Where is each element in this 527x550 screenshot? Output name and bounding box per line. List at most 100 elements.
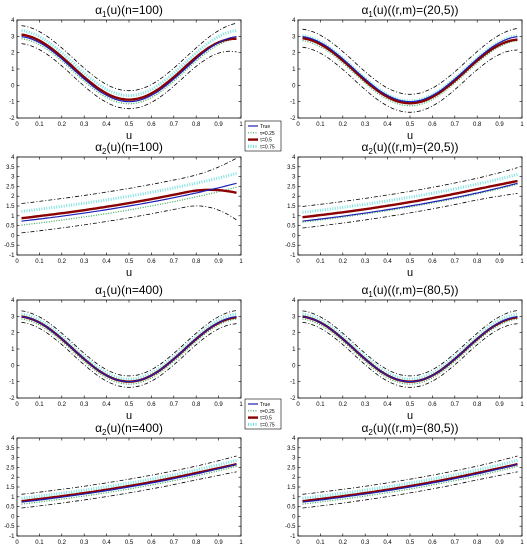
x-tick-label: 0.6 bbox=[428, 402, 437, 408]
x-tick-label: 0.3 bbox=[80, 540, 89, 546]
y-tick-label: 4 bbox=[11, 155, 15, 161]
x-tick-label: 1 bbox=[520, 259, 524, 265]
series-true-line bbox=[302, 182, 518, 222]
y-tick-label: 0 bbox=[292, 83, 296, 89]
y-tick-label: -0.5 bbox=[4, 524, 15, 530]
x-tick-label: 0.7 bbox=[451, 259, 460, 265]
y-tick-label: -1 bbox=[290, 380, 296, 386]
series-true-line bbox=[21, 36, 237, 103]
x-axis-label: u bbox=[126, 410, 132, 422]
x-tick-label: 1 bbox=[239, 259, 243, 265]
series-tau50-line bbox=[302, 37, 518, 105]
lower-band-line bbox=[302, 46, 518, 113]
y-tick-label: 0.5 bbox=[6, 224, 15, 230]
series-true-line bbox=[21, 182, 237, 222]
y-tick-label: -0.5 bbox=[285, 243, 296, 249]
x-tick-label: 0.1 bbox=[35, 122, 44, 128]
panel-p8: α2(u)((r,m)=(80,5)) 0 0.1 0.2 0.3 0.4 0.5 0.6 0.… bbox=[285, 421, 524, 550]
y-tick-label: 4 bbox=[292, 18, 296, 24]
y-tick-label: 3.5 bbox=[287, 446, 296, 452]
x-tick-label: 0.6 bbox=[428, 540, 437, 546]
legend-entry: τ=0.75 bbox=[260, 144, 275, 150]
x-tick-label: 0 bbox=[296, 122, 300, 128]
x-tick-label: 0.1 bbox=[316, 402, 325, 408]
plot-area bbox=[21, 157, 237, 234]
x-tick-label: 0.3 bbox=[361, 259, 370, 265]
x-tick-label: 0.9 bbox=[495, 122, 504, 128]
x-tick-label: 0.3 bbox=[361, 540, 370, 546]
panel-title: α1(u)(n=400) bbox=[95, 283, 163, 299]
panel-title: α1(u)(n=100) bbox=[95, 3, 163, 19]
x-tick-label: 0.6 bbox=[428, 259, 437, 265]
x-tick-label: 0.5 bbox=[125, 402, 134, 408]
x-tick-label: 0.4 bbox=[102, 259, 111, 265]
y-tick-label: 1.5 bbox=[287, 485, 296, 491]
x-tick-label: 0.3 bbox=[80, 402, 89, 408]
series-tau25-line bbox=[21, 38, 237, 105]
y-tick-label: 2 bbox=[292, 331, 296, 337]
upper-band-line bbox=[21, 310, 237, 377]
x-tick-label: 0 bbox=[15, 402, 19, 408]
y-tick-label: 1 bbox=[11, 347, 15, 353]
x-tick-label: 0.9 bbox=[214, 402, 223, 408]
lower-band-line bbox=[302, 471, 518, 509]
x-tick-label: 0.9 bbox=[214, 259, 223, 265]
x-tick-label: 0.1 bbox=[35, 540, 44, 546]
x-tick-label: 0.5 bbox=[125, 540, 134, 546]
upper-band-line bbox=[21, 157, 237, 204]
series-tau25-line bbox=[302, 318, 518, 385]
y-tick-label: 3 bbox=[11, 175, 15, 181]
series-tau75-line bbox=[302, 312, 518, 381]
y-tick-label: 1 bbox=[292, 214, 296, 220]
x-tick-label: 0.9 bbox=[495, 402, 504, 408]
x-tick-label: 0.7 bbox=[170, 540, 179, 546]
series-true-line bbox=[21, 316, 237, 383]
series-tau25-line bbox=[21, 318, 237, 385]
x-tick-label: 0.6 bbox=[147, 402, 156, 408]
y-tick-label: 3 bbox=[292, 456, 296, 462]
x-tick-label: 0.1 bbox=[35, 402, 44, 408]
y-tick-label: -2 bbox=[9, 116, 15, 122]
y-tick-label: 0 bbox=[11, 83, 15, 89]
x-axis-label: u bbox=[407, 130, 413, 142]
y-tick-label: 4 bbox=[292, 298, 296, 304]
x-tick-label: 0.2 bbox=[339, 540, 348, 546]
series-tau75-line bbox=[302, 34, 518, 103]
x-tick-label: 0.9 bbox=[214, 122, 223, 128]
x-tick-label: 0.5 bbox=[406, 259, 415, 265]
plot-area bbox=[302, 167, 518, 229]
x-tick-label: 0.1 bbox=[35, 259, 44, 265]
x-tick-label: 0.2 bbox=[339, 402, 348, 408]
x-tick-label: 0 bbox=[15, 122, 19, 128]
legend-entry: τ=0.5 bbox=[260, 416, 272, 422]
x-tick-label: 0.5 bbox=[125, 259, 134, 265]
x-tick-label: 0 bbox=[296, 402, 300, 408]
y-tick-label: 1 bbox=[292, 495, 296, 501]
x-tick-label: 0.7 bbox=[451, 122, 460, 128]
x-tick-label: 0.5 bbox=[406, 540, 415, 546]
x-tick-label: 0.6 bbox=[147, 259, 156, 265]
x-tick-label: 0.2 bbox=[339, 259, 348, 265]
x-tick-label: 0.8 bbox=[192, 122, 201, 128]
y-tick-label: 3 bbox=[292, 34, 296, 40]
y-tick-label: 4 bbox=[11, 18, 15, 24]
y-tick-label: 2.5 bbox=[6, 465, 15, 471]
x-tick-label: 0.9 bbox=[214, 540, 223, 546]
panel-p2: α1(u)((r,m)=(20,5)) 0 0.1 0.2 0.3 0.4 0.5 0.6 0.… bbox=[290, 3, 524, 142]
y-tick-label: 3.5 bbox=[287, 165, 296, 171]
upper-band-line bbox=[302, 167, 518, 207]
plot-area bbox=[21, 455, 237, 509]
panel-p7: α2(u)(n=400) 0 0.1 0.2 0.3 0.4 0.5 0.6 0.7 0.8 0.9… bbox=[4, 421, 243, 550]
x-tick-label: 0.2 bbox=[58, 540, 67, 546]
y-tick-label: -1 bbox=[9, 534, 15, 540]
y-tick-label: 1 bbox=[11, 67, 15, 73]
y-tick-label: -1 bbox=[9, 100, 15, 106]
x-tick-label: 0.5 bbox=[125, 122, 134, 128]
panel-title: α2(u)((r,m)=(20,5)) bbox=[361, 140, 458, 156]
x-tick-label: 0.4 bbox=[102, 540, 111, 546]
x-axis-label: u bbox=[407, 548, 413, 550]
series-tau75-line bbox=[21, 312, 237, 381]
lower-band-line bbox=[21, 471, 237, 509]
series-tau75-line bbox=[21, 29, 237, 98]
y-tick-label: 0.5 bbox=[287, 224, 296, 230]
